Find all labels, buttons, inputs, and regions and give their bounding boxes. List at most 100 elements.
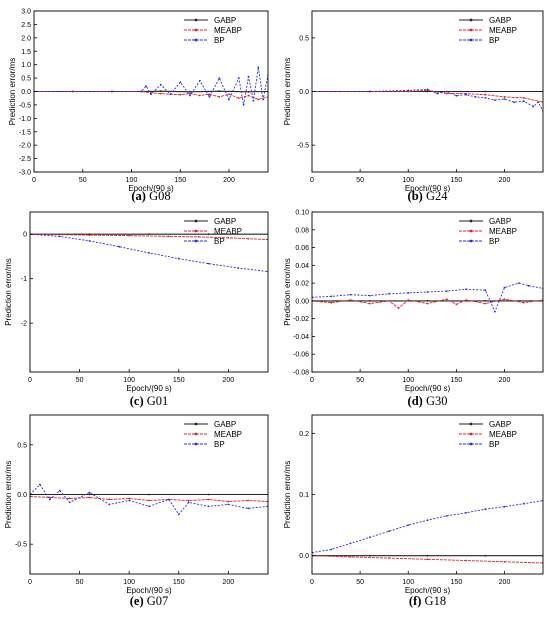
x-tick-label: 200: [223, 177, 235, 184]
legend-marker: [194, 239, 198, 243]
data-point: [148, 505, 150, 508]
data-point: [397, 307, 400, 309]
panel-caption: (a) G08: [131, 189, 170, 203]
data-point: [177, 257, 180, 260]
y-tick-label: 0.08: [295, 227, 309, 234]
x-axis-label: Epoch/(90 s): [126, 384, 172, 393]
data-point: [228, 93, 230, 96]
x-tick-label: 150: [451, 177, 463, 184]
y-axis-label: Prediction error/ms: [283, 258, 292, 326]
y-tick-label: -0.06: [293, 352, 309, 359]
data-point: [247, 90, 250, 93]
data-point: [484, 554, 487, 557]
data-point: [227, 500, 230, 503]
caption-name: G07: [144, 594, 169, 608]
data-point: [88, 493, 91, 496]
data-point: [503, 98, 506, 100]
x-tick-label: 50: [76, 579, 84, 586]
data-point: [128, 234, 131, 237]
y-tick-label: -0.02: [293, 316, 309, 323]
data-point: [522, 100, 525, 103]
data-point: [207, 498, 210, 501]
data-point: [484, 508, 487, 511]
plot-frame: [29, 211, 269, 373]
data-point: [465, 559, 467, 562]
y-tick-label: -1: [21, 276, 27, 283]
y-axis-label: Prediction error/ms: [283, 58, 292, 126]
data-point: [503, 286, 506, 289]
data-point: [39, 483, 41, 486]
data-point: [445, 298, 448, 300]
data-point: [426, 291, 429, 293]
x-axis-label: Epoch/(90 s): [126, 586, 172, 595]
data-point: [108, 498, 111, 501]
legend-marker: [469, 28, 473, 32]
data-point: [349, 293, 352, 296]
y-tick-label: -0.5: [297, 143, 309, 150]
data-point: [503, 96, 506, 98]
y-axis-label: Prediction error/ms: [8, 58, 17, 126]
legend-marker: [194, 229, 198, 233]
data-point: [145, 85, 148, 87]
x-tick-label: 150: [451, 377, 463, 384]
legend-marker: [469, 422, 473, 426]
data-point: [58, 235, 61, 238]
y-tick-label: 3.0: [21, 9, 31, 16]
data-point: [436, 92, 438, 95]
x-tick-label: 200: [222, 377, 234, 384]
series-line-bp: [312, 500, 543, 554]
data-point: [494, 99, 496, 101]
caption-name: G30: [423, 394, 448, 408]
legend-label: BP: [214, 36, 225, 45]
data-point: [426, 554, 429, 557]
data-point: [140, 90, 143, 93]
data-point: [198, 79, 201, 82]
legend-marker: [194, 28, 198, 32]
data-point: [177, 513, 180, 516]
data-point: [207, 493, 210, 496]
data-point: [257, 66, 260, 69]
data-point: [426, 519, 429, 522]
y-tick-label: 0.06: [295, 245, 309, 252]
data-point: [349, 556, 352, 558]
data-point: [179, 81, 182, 83]
legend-marker: [469, 432, 473, 436]
data-point: [88, 234, 91, 237]
x-tick-label: 100: [402, 177, 414, 184]
data-point: [148, 233, 150, 236]
data-point: [330, 295, 333, 298]
chart-panel: 0 50 100 150 200 0.0 0.1 0.2 Epoch/(90 s) Predict…: [283, 414, 544, 608]
x-tick-label: 100: [123, 579, 135, 586]
data-point: [407, 524, 410, 526]
data-point: [445, 92, 448, 95]
data-point: [148, 499, 150, 502]
data-point: [513, 101, 515, 104]
data-point: [58, 489, 61, 492]
data-point: [445, 515, 448, 517]
legend-label: BP: [489, 36, 500, 45]
x-tick-label: 100: [126, 177, 138, 184]
data-point: [227, 503, 230, 506]
data-point: [88, 491, 91, 494]
data-point: [465, 288, 467, 291]
data-point: [503, 298, 506, 300]
legend-label: MEABP: [489, 430, 517, 439]
data-point: [169, 93, 172, 96]
legend-marker: [469, 239, 473, 243]
legend-marker: [194, 38, 198, 42]
data-point: [537, 101, 540, 104]
y-tick-label: -1.0: [19, 116, 31, 123]
data-point: [349, 542, 352, 545]
data-point: [426, 302, 429, 305]
data-point: [368, 300, 371, 302]
data-point: [48, 496, 51, 499]
y-tick-label: -0.5: [19, 102, 31, 109]
y-tick-label: 0.10: [295, 210, 309, 217]
y-tick-label: 2.0: [21, 35, 31, 42]
data-point: [484, 289, 487, 292]
x-tick-label: 50: [356, 579, 364, 586]
